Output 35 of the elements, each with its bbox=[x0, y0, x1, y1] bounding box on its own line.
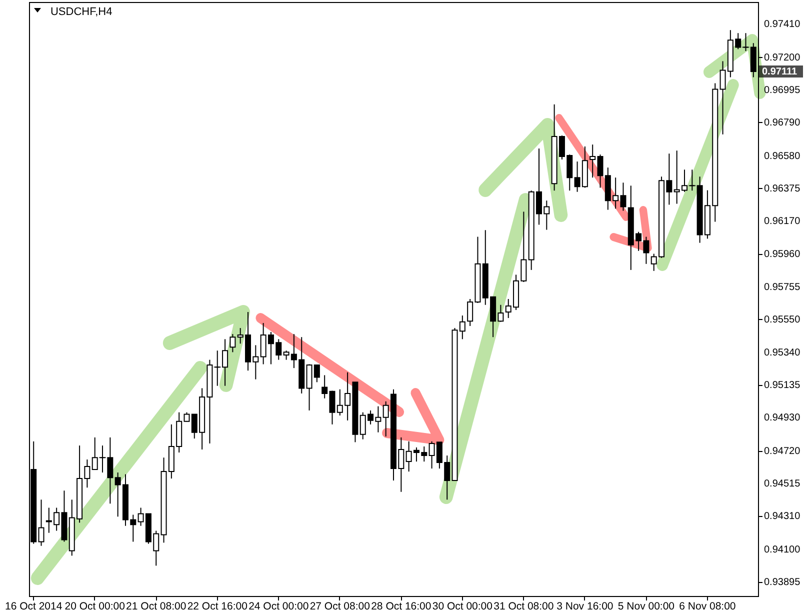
y-tick-label: 0.95550 bbox=[764, 314, 801, 326]
y-tick-label: 0.96790 bbox=[764, 117, 801, 128]
y-tick-label: 0.95960 bbox=[764, 249, 801, 260]
x-tick-label: 27 Oct 08:00 bbox=[310, 600, 370, 611]
x-tick-label: 6 Nov 08:00 bbox=[679, 600, 736, 611]
x-tick-label: 20 Oct 00:00 bbox=[64, 600, 126, 611]
y-tick-label: 0.94310 bbox=[764, 511, 801, 522]
y-tick-label: 0.96995 bbox=[764, 84, 801, 96]
y-tick-label: 0.97410 bbox=[764, 19, 801, 30]
candlestick bbox=[230, 334, 236, 353]
y-tick-label: 0.96580 bbox=[764, 150, 801, 162]
y-tick-label: 0.94515 bbox=[764, 478, 801, 490]
x-tick-label: 16 Oct 2014 bbox=[4, 600, 62, 611]
y-tick-label: 0.95755 bbox=[764, 282, 801, 293]
y-tick-label: 0.96375 bbox=[764, 183, 801, 194]
x-tick-label: 5 Nov 00:00 bbox=[618, 600, 675, 611]
y-tick-label: 0.94930 bbox=[764, 412, 801, 424]
x-tick-label: 24 Oct 00:00 bbox=[248, 600, 309, 611]
y-tick-label: 0.93895 bbox=[764, 577, 801, 588]
x-tick-label: 3 Nov 16:00 bbox=[556, 600, 614, 611]
candlestick bbox=[590, 144, 596, 178]
y-tick-label: 0.95135 bbox=[764, 380, 801, 392]
x-tick-label: 22 Oct 16:00 bbox=[187, 600, 248, 611]
x-tick-label: 28 Oct 16:00 bbox=[371, 600, 432, 611]
y-tick-label: 0.97200 bbox=[764, 52, 801, 64]
text: 0.97111 bbox=[762, 66, 798, 78]
x-tick-label: 21 Oct 08:00 bbox=[126, 600, 186, 611]
y-tick-label: 0.94720 bbox=[764, 446, 801, 458]
candlestick bbox=[38, 499, 44, 546]
x-tick-label: 30 Oct 00:00 bbox=[432, 600, 493, 611]
y-tick-label: 0.96170 bbox=[764, 216, 801, 227]
y-tick-label: 0.95340 bbox=[764, 348, 801, 359]
x-tick-label: 31 Oct 08:00 bbox=[494, 600, 554, 611]
y-tick-label: 0.94100 bbox=[764, 544, 801, 556]
chart-title: USDCHF,H4 bbox=[50, 6, 112, 18]
